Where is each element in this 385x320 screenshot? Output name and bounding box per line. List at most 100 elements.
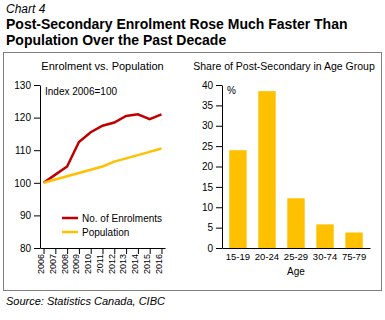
- axis: 0 5 10 15 20 25 30 35 40: [202, 80, 223, 254]
- tick: 25: [202, 141, 222, 152]
- tick-mark: [216, 146, 222, 147]
- tick: 75-79: [342, 248, 366, 262]
- panel-title: Enrolment vs. Population: [41, 60, 163, 72]
- tick: 2014: [130, 248, 140, 274]
- tick-label: 2013: [118, 254, 128, 274]
- axis: 15-19 20-24 25-29 30-74 75-79: [223, 248, 371, 262]
- tick: 15: [202, 182, 222, 193]
- tick-label: 2015: [142, 254, 152, 274]
- bar: [345, 233, 362, 248]
- tick-mark: [91, 248, 92, 254]
- tick-mark: [216, 207, 222, 208]
- chart-label: Chart 4: [6, 2, 45, 16]
- tick: 2013: [118, 248, 128, 274]
- tick-mark: [34, 118, 40, 119]
- tick-label: 10: [202, 202, 214, 213]
- tick-label: 110: [15, 145, 31, 156]
- tick: 2011: [95, 248, 105, 273]
- tick: 10: [202, 202, 222, 213]
- chart-frame: [4, 53, 382, 291]
- tick-label: 30: [202, 120, 214, 131]
- tick: 2012: [107, 248, 117, 274]
- axis-line: [222, 86, 223, 249]
- source-note: Source: Statistics Canada, CIBC: [6, 295, 165, 307]
- tick-mark: [216, 248, 222, 249]
- tick: 0: [207, 243, 222, 254]
- tick-label: 0: [207, 243, 213, 254]
- tick-label: 75-79: [342, 251, 366, 262]
- tick: 20: [202, 161, 222, 172]
- tick-mark: [79, 248, 80, 254]
- tick-label: 15: [202, 182, 214, 193]
- tick-mark: [216, 167, 222, 168]
- legend-label: No. of Enrolments: [82, 213, 162, 224]
- axis-title: Age: [287, 266, 305, 277]
- axis: 80 90 100 110 120 130: [14, 80, 40, 254]
- tick-label: 25: [202, 141, 214, 152]
- tick: 2015: [142, 248, 152, 274]
- tick: 80: [20, 243, 40, 254]
- tick-label: 15-19: [226, 251, 250, 262]
- tick-mark: [216, 105, 222, 106]
- tick-mark: [103, 248, 104, 254]
- tick-mark: [34, 85, 40, 86]
- tick-mark: [216, 187, 222, 188]
- tick-label: 30-74: [313, 251, 337, 262]
- tick-label: 2006: [36, 254, 46, 274]
- chart-svg: Enrolment vs. Population8090100110120130…: [0, 0, 385, 320]
- tick: 130: [14, 80, 40, 91]
- axis-line: [40, 86, 41, 249]
- tick-label: 20: [202, 161, 214, 172]
- tick: 5: [207, 222, 222, 233]
- tick: 2009: [71, 248, 81, 274]
- tick: 2010: [83, 248, 93, 274]
- tick-label: 25-29: [284, 251, 308, 262]
- annotation: Index 2006=100: [45, 86, 117, 97]
- tick-mark: [67, 248, 68, 254]
- tick-label: 2007: [48, 254, 58, 274]
- tick-mark: [55, 248, 56, 254]
- tick-mark: [126, 248, 127, 254]
- tick: 40: [202, 80, 222, 91]
- tick: 35: [202, 100, 222, 111]
- tick-label: 5: [207, 222, 213, 233]
- legend-swatch: [62, 231, 78, 234]
- bar: [229, 150, 246, 248]
- annotation: %: [227, 85, 236, 96]
- axis-line: [223, 248, 371, 249]
- tick-label: 2010: [83, 254, 93, 274]
- tick: 120: [14, 112, 40, 123]
- tick-label: 130: [14, 80, 31, 91]
- tick-mark: [138, 248, 139, 254]
- tick: 2008: [60, 248, 70, 274]
- tick-mark: [150, 248, 151, 254]
- tick-label: 2009: [71, 254, 81, 274]
- tick-label: 80: [20, 243, 32, 254]
- legend-label: Population: [82, 227, 129, 238]
- tick-mark: [34, 150, 40, 151]
- tick: 15-19: [226, 248, 250, 262]
- tick-label: 2008: [60, 254, 70, 274]
- tick-label: 120: [14, 112, 31, 123]
- tick-label: 2011: [95, 254, 105, 273]
- bar: [258, 91, 275, 248]
- tick: 20-24: [255, 248, 279, 262]
- series-line: [44, 114, 162, 182]
- tick: 30: [202, 120, 222, 131]
- tick-label: 2014: [130, 254, 140, 274]
- tick-label: 90: [20, 210, 32, 221]
- axis: 2006200720082009201020112012201320142015…: [36, 248, 166, 274]
- tick: 2006: [36, 248, 46, 274]
- tick: 2016: [154, 248, 164, 274]
- tick: 100: [14, 178, 40, 189]
- tick-label: 20-24: [255, 251, 279, 262]
- legend: No. of Enrolments Population: [62, 213, 162, 238]
- tick-label: 2012: [107, 254, 117, 274]
- series-line: [44, 149, 162, 183]
- tick-label: 2016: [154, 254, 164, 274]
- bar: [287, 198, 304, 248]
- tick-mark: [216, 85, 222, 86]
- tick-mark: [34, 183, 40, 184]
- tick: 110: [15, 145, 40, 156]
- tick: 90: [20, 210, 40, 221]
